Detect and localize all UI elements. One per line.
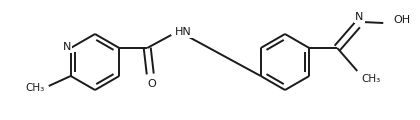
Text: CH₃: CH₃	[361, 74, 381, 84]
Text: O: O	[148, 79, 157, 89]
Text: OH: OH	[393, 15, 410, 25]
Text: N: N	[355, 12, 363, 22]
Text: CH₃: CH₃	[26, 83, 45, 93]
Text: N: N	[63, 42, 71, 52]
Text: HN: HN	[175, 27, 192, 37]
